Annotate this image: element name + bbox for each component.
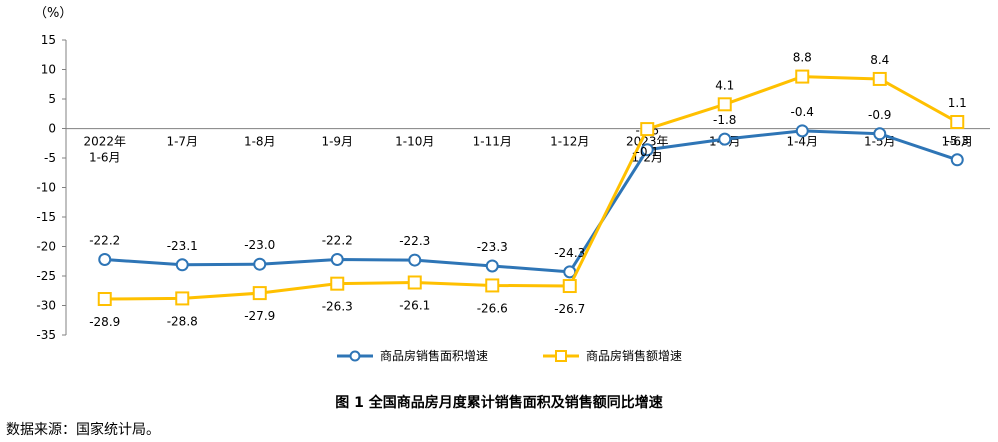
data-label: -23.1 xyxy=(167,239,198,253)
data-point xyxy=(795,69,810,84)
y-tick-label: -15 xyxy=(36,210,56,224)
data-point xyxy=(873,127,887,141)
data-point xyxy=(640,143,654,157)
y-tick-label: -20 xyxy=(36,240,56,254)
data-label: -26.1 xyxy=(399,298,430,312)
data-label: -26.3 xyxy=(322,300,353,314)
data-point xyxy=(407,275,422,290)
data-label: -22.2 xyxy=(89,233,120,247)
data-label: -24.3 xyxy=(554,246,585,260)
x-category-label: 2022年 1-6月 xyxy=(83,135,126,165)
x-category-label: 1-12月 xyxy=(550,135,589,149)
data-label: 4.1 xyxy=(715,78,734,92)
data-point xyxy=(485,278,500,293)
series-line xyxy=(104,129,958,274)
data-label: -23.0 xyxy=(244,238,275,252)
y-tick-label: -30 xyxy=(36,299,56,313)
data-label: -0.4 xyxy=(791,105,814,119)
y-tick-label: -10 xyxy=(36,181,56,195)
x-category-label: 1-6月 xyxy=(941,135,973,149)
x-category-label: 1-9月 xyxy=(321,135,353,149)
data-label: -28.8 xyxy=(167,314,198,328)
data-point xyxy=(175,291,190,306)
data-label: 8.4 xyxy=(870,53,889,67)
y-axis-unit-label: （%） xyxy=(34,6,72,21)
y-tick-label: -35 xyxy=(36,328,56,342)
y-tick-label: 10 xyxy=(41,63,56,77)
data-label: -5.3 xyxy=(946,134,969,148)
data-point xyxy=(717,97,732,112)
data-label: -22.3 xyxy=(399,234,430,248)
data-point xyxy=(408,253,422,267)
data-point xyxy=(330,252,344,266)
data-point xyxy=(718,132,732,146)
legend-marker xyxy=(349,350,361,362)
data-label: -26.7 xyxy=(554,302,585,316)
y-tick-label: 5 xyxy=(48,92,56,106)
data-point xyxy=(253,257,267,271)
data-point xyxy=(175,258,189,272)
data-label: -28.9 xyxy=(89,315,120,329)
y-tick-label: 0 xyxy=(48,122,56,136)
legend: 商品房销售面积增速 商品房销售额增速 xyxy=(337,348,682,363)
x-category-label: 1-8月 xyxy=(244,135,276,149)
line-chart: （%） 15 10 5 0 -5 -10 -15 -20 -25 -30 -35 2022年 1-6月… xyxy=(34,6,990,363)
data-label: -1.8 xyxy=(713,113,736,127)
data-point xyxy=(97,292,112,307)
data-point xyxy=(98,252,112,266)
data-label: -0.9 xyxy=(868,108,891,122)
legend-marker xyxy=(555,350,567,362)
data-point xyxy=(872,71,887,86)
data-point xyxy=(485,259,499,273)
data-point xyxy=(252,286,267,301)
data-label: 1.1 xyxy=(948,96,967,110)
data-point xyxy=(330,276,345,291)
data-label: -27.9 xyxy=(244,309,275,323)
data-point xyxy=(950,153,964,167)
y-tick-label: -25 xyxy=(36,269,56,283)
data-label: -22.2 xyxy=(322,233,353,247)
figure-caption: 图 1 全国商品房月度累计销售面积及销售额同比增速 xyxy=(335,395,663,411)
data-label: -0.1 xyxy=(636,145,659,159)
data-label: -26.6 xyxy=(477,301,508,315)
y-tick-label: 15 xyxy=(41,33,56,47)
data-label: -23.3 xyxy=(477,240,508,254)
data-label: 8.8 xyxy=(793,51,812,65)
data-source-note: 数据来源：国家统计局。 xyxy=(6,422,160,438)
x-category-label: 1-7月 xyxy=(166,135,198,149)
legend-label: 商品房销售额增速 xyxy=(586,348,682,363)
x-category-label: 1-10月 xyxy=(395,135,434,149)
x-category-label: 1-11月 xyxy=(473,135,512,149)
legend-label: 商品房销售面积增速 xyxy=(380,348,488,363)
data-point xyxy=(795,124,809,138)
y-tick-label: -5 xyxy=(44,151,56,165)
data-point xyxy=(562,279,577,294)
x-category-label: 1-4月 xyxy=(786,135,818,149)
series-line xyxy=(104,75,958,301)
data-point xyxy=(950,115,965,130)
data-point xyxy=(640,122,655,137)
